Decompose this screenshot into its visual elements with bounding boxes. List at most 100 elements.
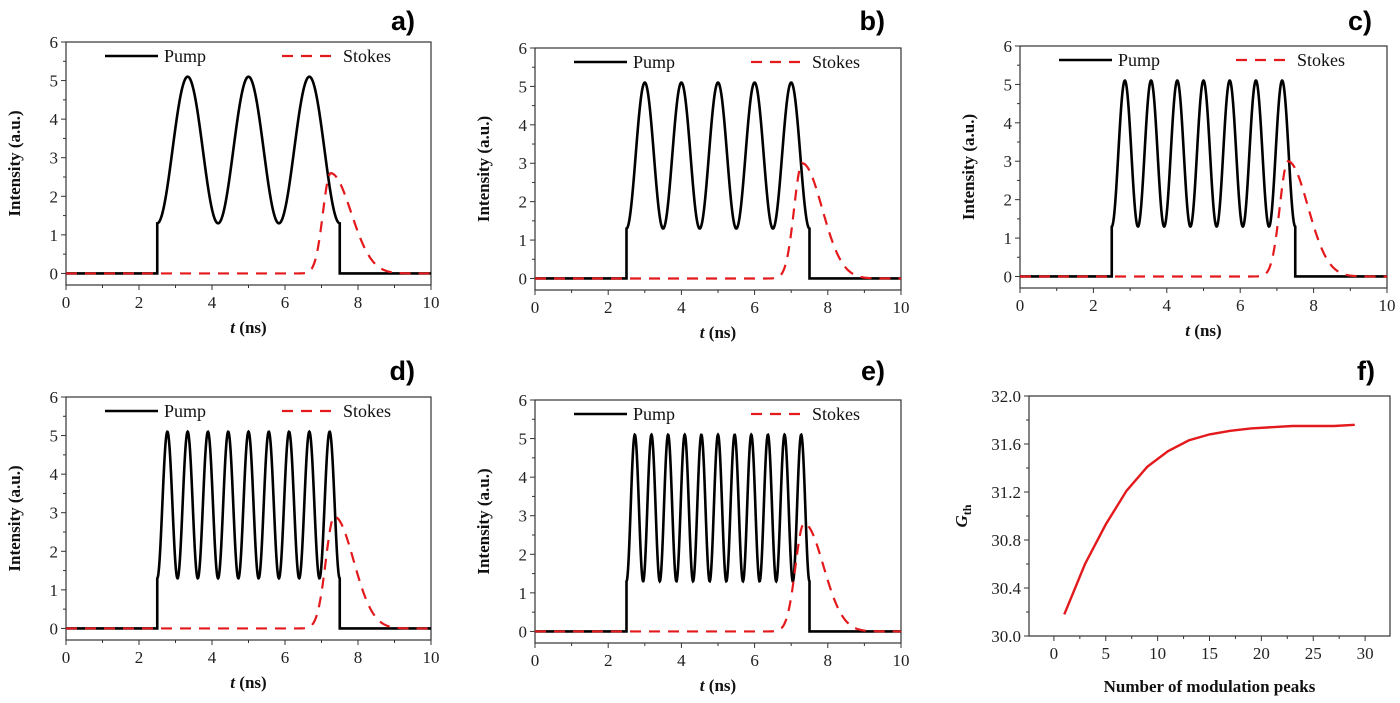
y-tick-label: 30.4: [991, 579, 1021, 598]
stokes-line: [535, 522, 901, 633]
legend-stokes-label: Stokes: [812, 52, 860, 72]
x-axis-label: t (ns): [230, 673, 266, 692]
x-tick-label: 25: [1305, 644, 1322, 663]
x-tick-label: 6: [281, 293, 290, 312]
y-tick-label: 6: [1004, 37, 1013, 56]
x-tick-label: 6: [750, 651, 759, 670]
legend-pump-label: Pump: [164, 401, 206, 421]
y-tick-label: 31.2: [991, 483, 1021, 502]
y-tick-label: 5: [1004, 75, 1013, 94]
y-tick-label: 4: [519, 116, 528, 135]
y-tick-label: 0: [50, 264, 59, 283]
x-tick-label: 6: [1236, 296, 1245, 315]
y-tick-label: 31.6: [991, 435, 1021, 454]
panel-d: d) 0 2 4 6 8 10 0 1 2 3 4 5 6 t (ns) Intensity (a.u.) Pu…: [5, 356, 440, 692]
panel-c: c) 0 2 4 6 8 10 0 1 2 3 4 5 6 t (ns) Intensity (a.u.) Pu…: [959, 6, 1396, 340]
y-tick-label: 5: [519, 77, 528, 96]
y-axis-label-var: G: [952, 514, 971, 527]
x-tick-label: 4: [1163, 296, 1172, 315]
x-tick-label: 0: [531, 298, 540, 317]
x-axis-label-unit: (ns): [235, 673, 267, 692]
y-tick-label: 5: [50, 72, 59, 91]
pump-line: [1020, 79, 1387, 278]
y-axis-label: Intensity (a.u.): [5, 465, 24, 571]
y-axis-label: Intensity (a.u.): [5, 110, 24, 216]
y-tick-label: 3: [519, 154, 528, 173]
x-axis-label-var: t: [1185, 321, 1191, 340]
x-tick-label: 10: [1149, 644, 1166, 663]
y-tick-label: 4: [519, 468, 528, 487]
y-tick-label: 0: [1004, 267, 1013, 286]
y-tick-label: 4: [1004, 114, 1013, 133]
x-tick-label: 10: [893, 651, 910, 670]
x-tick-label: 4: [677, 651, 686, 670]
panel-label: b): [860, 6, 885, 36]
x-tick-label: 8: [354, 648, 363, 667]
y-tick-label: 30.0: [991, 627, 1021, 646]
panel-label: d): [390, 356, 415, 386]
plot-frame: [1028, 395, 1391, 637]
y-tick-label: 0: [50, 619, 59, 638]
panel-f: f) 0 5 10 15 20 25 30 30.0 30.4 30.8 31.2 31.6 32.0 Nu…: [952, 356, 1391, 696]
panel-label: c): [1348, 6, 1372, 36]
x-tick-label: 6: [281, 648, 290, 667]
x-axis-label-unit: (ns): [235, 318, 267, 337]
legend-stokes-label: Stokes: [1297, 50, 1345, 70]
x-tick-label: 4: [677, 298, 686, 317]
x-tick-label: 30: [1357, 644, 1374, 663]
x-tick-label: 2: [1089, 296, 1098, 315]
x-tick-label: 4: [208, 648, 217, 667]
x-tick-label: 2: [604, 651, 613, 670]
plot-frame: [65, 41, 432, 286]
panel-label: f): [1357, 356, 1375, 386]
y-tick-label: 5: [50, 427, 59, 446]
y-tick-label: 1: [1004, 229, 1013, 248]
x-tick-label: 5: [1102, 644, 1111, 663]
stokes-line: [66, 515, 431, 630]
x-tick-label: 15: [1201, 644, 1218, 663]
legend-stokes-label: Stokes: [343, 46, 391, 66]
x-axis-label-unit: (ns): [705, 676, 737, 695]
panel-label: e): [861, 356, 885, 386]
y-tick-label: 0: [519, 269, 528, 288]
legend-pump-label: Pump: [633, 404, 675, 424]
x-tick-label: 0: [62, 293, 71, 312]
legend-pump-label: Pump: [633, 52, 675, 72]
x-axis-label-var: t: [700, 676, 706, 695]
x-axis-label-var: t: [230, 318, 236, 337]
x-axis-label: t (ns): [700, 676, 736, 695]
x-tick-label: 10: [423, 293, 440, 312]
pump-line: [66, 75, 431, 275]
y-tick-label: 6: [50, 388, 59, 407]
y-axis-label: Intensity (a.u.): [474, 468, 493, 574]
x-axis-label: t (ns): [700, 323, 736, 342]
x-tick-label: 0: [1050, 644, 1059, 663]
x-tick-label: 2: [135, 293, 144, 312]
x-tick-label: 2: [135, 648, 144, 667]
x-tick-label: 8: [824, 651, 833, 670]
y-tick-label: 2: [50, 187, 59, 206]
y-tick-label: 6: [519, 39, 528, 58]
x-axis-label-unit: (ns): [1190, 321, 1222, 340]
y-tick-label: 1: [519, 231, 528, 250]
x-tick-label: 0: [531, 651, 540, 670]
x-axis-label: t (ns): [230, 318, 266, 337]
x-tick-label: 8: [354, 293, 363, 312]
y-tick-label: 3: [519, 507, 528, 526]
y-tick-label: 0: [519, 622, 528, 641]
panel-label: a): [391, 6, 415, 36]
y-tick-label: 30.8: [991, 531, 1021, 550]
x-axis-label-var: t: [700, 323, 706, 342]
y-tick-label: 1: [50, 226, 59, 245]
y-axis-label: Gth: [952, 504, 974, 527]
y-tick-label: 2: [519, 193, 528, 212]
x-tick-label: 10: [423, 648, 440, 667]
legend-pump-label: Pump: [1118, 50, 1160, 70]
y-axis-label-sub: th: [960, 504, 974, 515]
y-tick-label: 4: [50, 110, 59, 129]
stokes-line: [1020, 160, 1388, 278]
y-tick-label: 6: [519, 391, 528, 410]
x-axis-label: t (ns): [1185, 321, 1221, 340]
x-axis-label-var: t: [230, 673, 236, 692]
panel-b: b) 0 2 4 6 8 10 0 1 2 3 4 5 6 t (ns) Intensity (a.u.) Pu…: [474, 6, 910, 342]
